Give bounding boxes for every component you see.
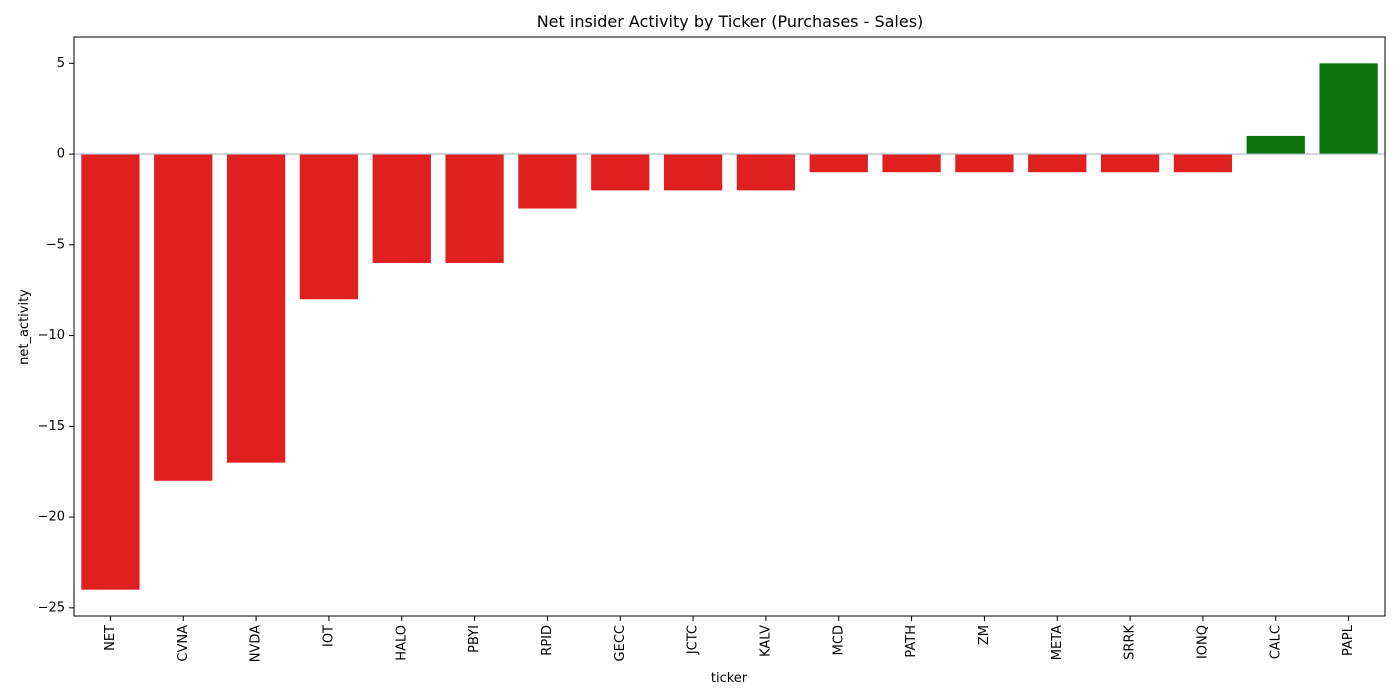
- x-tick-label-nvda: NVDA: [249, 625, 264, 662]
- bar-srrk: [1100, 154, 1160, 173]
- x-tick-label-cvna: CVNA: [176, 625, 191, 662]
- x-tick-label-ionq: IONQ: [1195, 625, 1210, 659]
- x-tick-label-gecc: GECC: [613, 625, 628, 661]
- bar-calc: [1246, 135, 1305, 155]
- bar-halo: [372, 154, 431, 263]
- y-tick-label-2: −5: [46, 237, 65, 252]
- x-tick-label-jctc: JCTC: [686, 625, 701, 655]
- x-tick-label-calc: CALC: [1268, 625, 1283, 659]
- bars-group: [81, 63, 1378, 590]
- x-axis-title: ticker: [711, 671, 748, 686]
- x-tick-label-halo: HALO: [394, 625, 409, 661]
- y-axis-title: net_activity: [17, 289, 32, 365]
- bar-nvda: [226, 154, 286, 463]
- bar-path: [882, 154, 941, 173]
- bar-gecc: [591, 154, 650, 191]
- x-tick-label-kalv: KALV: [758, 625, 773, 657]
- x-tick-label-rpid: RPID: [540, 625, 555, 656]
- bar-pbyi: [445, 154, 504, 263]
- y-axis: 5 0 −5 −10 −15 −20 −25: [38, 56, 74, 615]
- y-tick-label-5: −20: [38, 510, 65, 525]
- bar-zm: [955, 154, 1014, 173]
- bar-cvna: [154, 154, 213, 481]
- x-tick-label-srrk: SRRK: [1123, 625, 1138, 660]
- bar-mcd: [809, 154, 868, 173]
- bar-net: [81, 154, 140, 590]
- x-tick-label-meta: META: [1050, 625, 1065, 660]
- chart-title: Net insider Activity by Ticker (Purchase…: [537, 12, 924, 31]
- x-tick-label-papl: PAPL: [1341, 624, 1356, 656]
- y-tick-label-1: 0: [57, 147, 65, 162]
- x-tick-label-zm: ZM: [977, 625, 992, 645]
- y-tick-label-0: 5: [57, 56, 65, 71]
- x-tick-label-mcd: MCD: [831, 625, 846, 655]
- bar-kalv: [736, 154, 796, 191]
- bar-jctc: [663, 154, 723, 191]
- bar-rpid: [518, 154, 577, 209]
- x-tick-label-pbyi: PBYI: [467, 625, 482, 653]
- x-axis: NET CVNA NVDA IOT HALO PBYI RPID GECC JCTC KALV MC…: [103, 616, 1356, 662]
- y-tick-label-6: −25: [38, 600, 65, 615]
- y-tick-label-4: −15: [38, 419, 65, 434]
- bar-iot: [299, 154, 359, 300]
- x-tick-label-net: NET: [103, 625, 118, 651]
- y-tick-label-3: −10: [38, 328, 65, 343]
- x-tick-label-iot: IOT: [321, 625, 336, 647]
- plot-frame: [73, 36, 1386, 617]
- bar-papl: [1319, 63, 1378, 155]
- bar-ionq: [1173, 154, 1233, 173]
- x-tick-label-path: PATH: [904, 625, 919, 658]
- bar-meta: [1028, 154, 1087, 173]
